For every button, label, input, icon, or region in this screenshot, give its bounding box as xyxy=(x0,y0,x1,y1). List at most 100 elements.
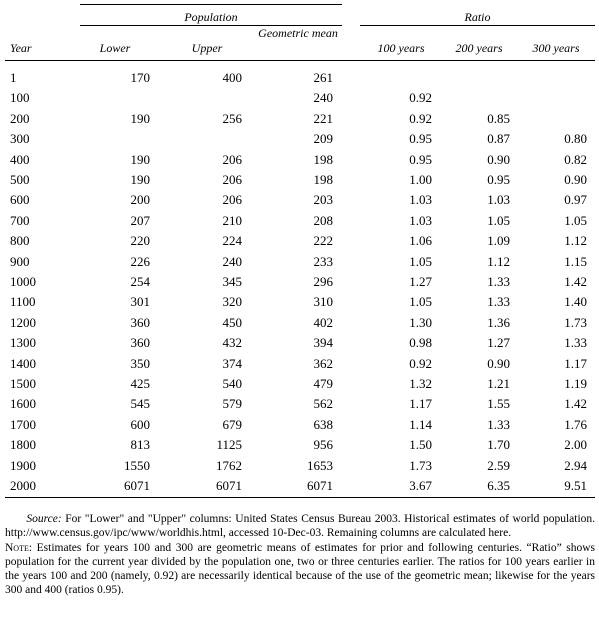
cell: 1.05 xyxy=(487,212,510,228)
cell: 1.55 xyxy=(487,396,510,412)
cell: 209 xyxy=(313,131,334,147)
cell: 261 xyxy=(313,70,334,85)
source-label: Source: xyxy=(26,513,62,525)
group-header: Population xyxy=(184,10,238,24)
cell: 256 xyxy=(222,110,243,126)
year-cell: 1500 xyxy=(10,376,36,391)
cell: 0.90 xyxy=(487,355,510,371)
year-cell: 900 xyxy=(10,253,30,269)
year-cell: 100 xyxy=(10,90,30,106)
cell: 540 xyxy=(222,376,243,391)
cell: 200 xyxy=(130,192,151,208)
cell: 208 xyxy=(313,212,334,228)
note-text: Estimates for years 100 and 300 are geom… xyxy=(5,542,596,596)
cell: 1.76 xyxy=(564,416,587,432)
cell: 545 xyxy=(130,396,151,412)
cell: 6071 xyxy=(216,478,242,493)
cell: 6071 xyxy=(124,478,150,493)
cell: 206 xyxy=(222,192,243,208)
cell: 0.95 xyxy=(409,131,432,147)
cell: 198 xyxy=(313,172,334,187)
cell: 1.03 xyxy=(409,192,432,208)
group-header: Ratio xyxy=(464,10,491,24)
cell: 638 xyxy=(313,416,334,432)
cell: 1.06 xyxy=(409,233,432,249)
cell: 345 xyxy=(222,274,243,289)
cell: 0.98 xyxy=(409,335,432,351)
cell: 3.67 xyxy=(409,478,432,493)
rule xyxy=(5,60,595,61)
cell: 679 xyxy=(222,416,243,432)
cell: 813 xyxy=(130,437,151,453)
column-header: Lower xyxy=(99,41,131,55)
cell: 224 xyxy=(222,233,243,249)
cell: 360 xyxy=(130,335,151,351)
cell: 0.92 xyxy=(409,90,432,106)
cell: 1.27 xyxy=(409,274,432,289)
cell: 0.92 xyxy=(409,355,432,371)
cell: 450 xyxy=(222,314,243,330)
cell: 1.17 xyxy=(409,396,432,412)
cell: 221 xyxy=(313,110,334,126)
rule xyxy=(80,4,342,5)
cell: 1125 xyxy=(216,437,242,453)
cell: 233 xyxy=(313,253,334,269)
cell: 6071 xyxy=(307,478,333,493)
cell: 1.12 xyxy=(487,253,510,269)
cell: 207 xyxy=(130,212,151,228)
cell: 0.85 xyxy=(487,110,510,126)
source-text: For "Lower" and "Upper" columns: United … xyxy=(5,513,596,539)
year-cell: 1100 xyxy=(10,294,36,310)
year-cell: 1200 xyxy=(10,314,36,330)
cell: 1.32 xyxy=(409,376,432,391)
year-cell: 800 xyxy=(10,233,30,249)
cell: 1.33 xyxy=(487,274,510,289)
column-header: 100 years xyxy=(377,41,425,55)
year-cell: 500 xyxy=(10,172,30,187)
cell: 1.40 xyxy=(564,294,587,310)
cell: 479 xyxy=(313,376,334,391)
cell: 0.95 xyxy=(487,172,510,187)
cell: 600 xyxy=(130,416,151,432)
cell: 394 xyxy=(313,335,334,351)
year-cell: 1600 xyxy=(10,396,36,412)
column-header: 300 years xyxy=(532,41,580,55)
cell: 170 xyxy=(130,70,151,85)
cell: 320 xyxy=(222,294,243,310)
cell: 1.33 xyxy=(487,416,510,432)
rule xyxy=(360,25,595,26)
cell: 0.92 xyxy=(409,110,432,126)
column-header: Geometric mean xyxy=(258,26,338,40)
cell: 1.21 xyxy=(487,376,510,391)
year-cell: 400 xyxy=(10,151,30,167)
rule xyxy=(5,497,595,498)
cell: 2.00 xyxy=(564,437,587,453)
cell: 1.33 xyxy=(564,335,587,351)
cell: 1.14 xyxy=(409,416,432,432)
rule xyxy=(80,25,342,26)
cell: 956 xyxy=(313,437,334,453)
cell: 562 xyxy=(313,396,334,412)
cell: 360 xyxy=(130,314,151,330)
cell: 1.12 xyxy=(564,233,587,249)
cell: 203 xyxy=(313,192,334,208)
cell: 210 xyxy=(222,212,243,228)
cell: 240 xyxy=(222,253,243,269)
cell: 1.05 xyxy=(564,212,587,228)
column-header: Upper xyxy=(191,41,223,55)
cell: 1.19 xyxy=(564,376,587,391)
cell: 310 xyxy=(313,294,334,310)
cell: 240 xyxy=(313,90,334,106)
cell: 1.42 xyxy=(564,274,587,289)
year-cell: 700 xyxy=(10,212,30,228)
cell: 0.80 xyxy=(564,131,587,147)
cell: 2.59 xyxy=(487,457,510,473)
cell: 6.35 xyxy=(487,478,510,493)
cell: 190 xyxy=(130,110,151,126)
note: Note: Estimates for years 100 and 300 ar… xyxy=(5,541,595,597)
year-cell: 1000 xyxy=(10,274,36,289)
cell: 301 xyxy=(130,294,151,310)
cell: 1.73 xyxy=(409,457,432,473)
cell: 425 xyxy=(130,376,151,391)
